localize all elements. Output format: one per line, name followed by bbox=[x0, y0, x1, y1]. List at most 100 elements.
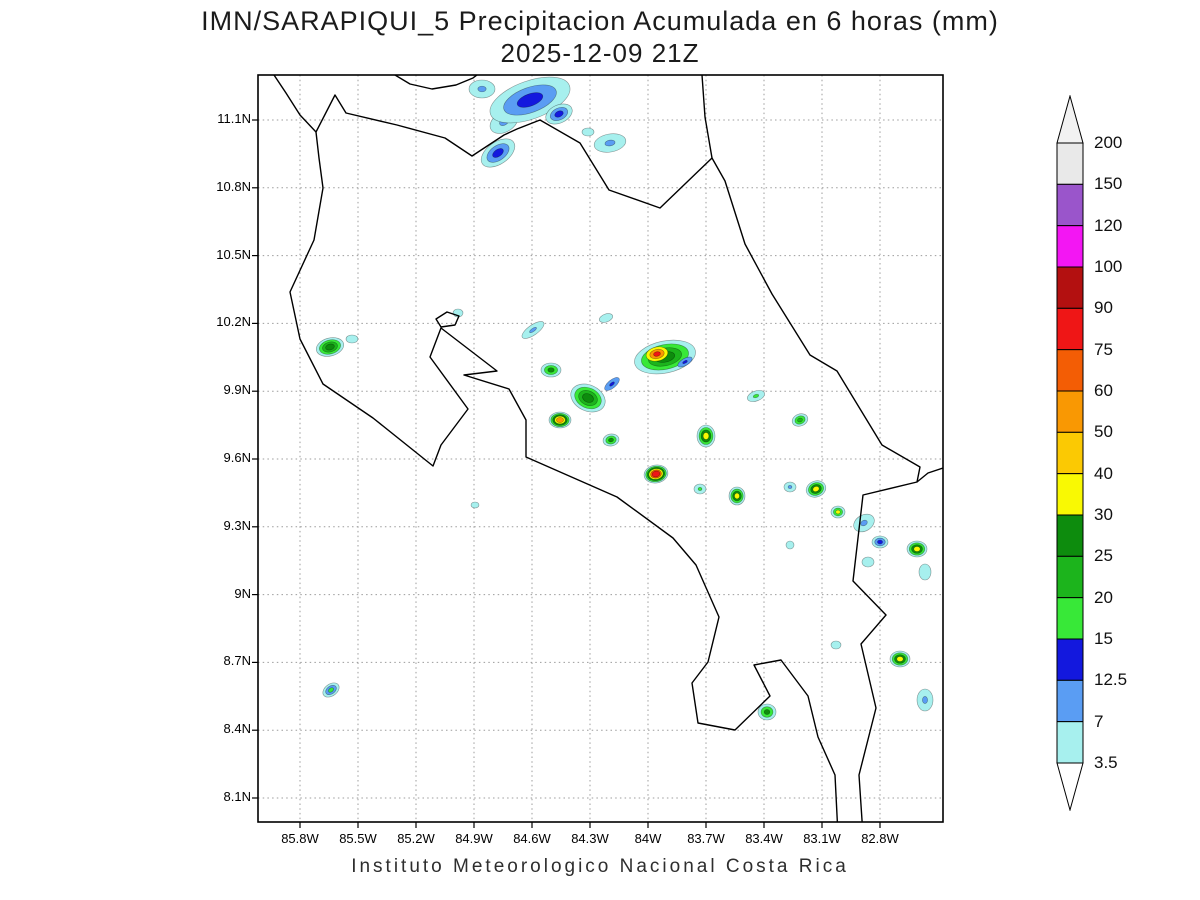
coastline-nicaragua-pacific-coast bbox=[273, 75, 317, 133]
precip-cell bbox=[651, 470, 661, 478]
lat-tick-label: 10.5N bbox=[216, 246, 251, 262]
lat-tick-label: 10.2N bbox=[216, 314, 251, 330]
colorbar-segment bbox=[1056, 349, 1084, 392]
precip-cell bbox=[861, 556, 875, 568]
colorbar-segment bbox=[1056, 721, 1084, 764]
map-canvas bbox=[252, 74, 944, 828]
precip-cell bbox=[581, 127, 595, 137]
precip-cell bbox=[516, 92, 544, 108]
precip-cell bbox=[470, 501, 480, 509]
precip-cell bbox=[529, 326, 537, 334]
precip-cell bbox=[328, 687, 334, 693]
lon-tick-label: 84.9W bbox=[455, 831, 493, 846]
lon-tick-label: 83.1W bbox=[803, 831, 841, 846]
lat-tick-label: 9N bbox=[234, 585, 251, 601]
colorbar-segment bbox=[1056, 142, 1084, 185]
precip-cell bbox=[835, 509, 841, 515]
lon-tick-label: 85.5W bbox=[339, 831, 377, 846]
precip-cell bbox=[734, 492, 740, 500]
precip-cell bbox=[913, 546, 921, 552]
lat-tick-label: 9.6N bbox=[223, 450, 251, 465]
precip-cell bbox=[812, 486, 820, 492]
lat-tick-label: 8.1N bbox=[223, 789, 251, 804]
lon-tick-label: 85.2W bbox=[397, 831, 435, 846]
lon-tick-label: 82.8W bbox=[861, 831, 899, 846]
lat-tick-label: 9.3N bbox=[223, 517, 251, 533]
colorbar-segment bbox=[1056, 266, 1084, 309]
plot-frame bbox=[257, 74, 944, 823]
colorbar-arrow-top bbox=[1056, 95, 1084, 144]
precip-cell bbox=[604, 139, 616, 147]
colorbar-tick-label: 75 bbox=[1094, 339, 1113, 359]
colorbar-segment bbox=[1056, 638, 1084, 681]
coastline-chira-island bbox=[435, 311, 460, 328]
colorbar-scale bbox=[1056, 95, 1084, 811]
coastline-panama-caribbean-coast bbox=[916, 467, 943, 483]
precip-cell bbox=[608, 437, 614, 443]
map-plot-area bbox=[238, 65, 953, 837]
colorbar-tick-label: 90 bbox=[1094, 298, 1113, 318]
precip-cell bbox=[918, 563, 932, 581]
colorbar-tick-label: 50 bbox=[1094, 422, 1113, 442]
lat-tick-label: 8.7N bbox=[223, 653, 251, 669]
colorbar-tick-label: 15 bbox=[1094, 629, 1113, 648]
colorbar-segment bbox=[1056, 555, 1084, 599]
colorbar-tick-label: 40 bbox=[1094, 463, 1113, 483]
colorbar: 200 150 120 100 90 75 60 50 40 30 25 20 15 12.5 7 3.5 bbox=[1056, 95, 1186, 815]
precip-cell bbox=[653, 351, 661, 357]
lon-tick-label: 83.4W bbox=[745, 831, 783, 846]
colorbar-segment bbox=[1056, 597, 1084, 640]
lat-tick-label: 10.8N bbox=[216, 178, 251, 194]
precip-cell bbox=[896, 656, 904, 662]
colorbar-tick-label: 30 bbox=[1094, 505, 1113, 524]
colorbar-arrow-bottom bbox=[1056, 762, 1084, 811]
precip-cell bbox=[554, 110, 564, 118]
precip-cell bbox=[787, 485, 793, 489]
precip-cell bbox=[492, 148, 504, 158]
lat-tick-label: 8.4N bbox=[223, 721, 251, 737]
precip-cell bbox=[860, 519, 868, 527]
lon-tick-label: 84.3W bbox=[571, 831, 609, 846]
precip-cell bbox=[922, 696, 928, 704]
precip-cell bbox=[763, 709, 771, 715]
lon-tick-label: 84.6W bbox=[513, 831, 551, 846]
colorbar-segment bbox=[1056, 514, 1084, 557]
chart-title-line1: IMN/SARAPIQUI_5 Precipitacion Acumulada … bbox=[201, 6, 999, 36]
precip-cell bbox=[345, 334, 359, 344]
precip-cell bbox=[797, 417, 803, 423]
precip-cell bbox=[697, 487, 703, 491]
colorbar-segment bbox=[1056, 307, 1084, 351]
colorbar-tick-label: 3.5 bbox=[1094, 753, 1118, 772]
lon-tick-label: 85.8W bbox=[281, 831, 319, 846]
colorbar-segment bbox=[1056, 679, 1084, 723]
colorbar-segment bbox=[1056, 390, 1084, 433]
precip-cell bbox=[556, 417, 564, 423]
colorbar-tick-label: 12.5 bbox=[1094, 670, 1128, 690]
precip-cell bbox=[682, 360, 688, 364]
lat-tick-label: 11.1N bbox=[217, 111, 251, 126]
colorbar-segment bbox=[1056, 431, 1084, 475]
colorbar-segment bbox=[1056, 473, 1084, 516]
colorbar-tick-label: 25 bbox=[1094, 546, 1113, 566]
footer-text: Instituto Meteorologico Nacional Costa R… bbox=[351, 856, 849, 877]
precip-cell bbox=[830, 640, 842, 650]
colorbar-tick-label: 60 bbox=[1094, 381, 1113, 400]
colorbar-tick-label: 20 bbox=[1094, 587, 1113, 607]
lat-tick-label: 9.9N bbox=[223, 382, 251, 398]
precip-cell bbox=[877, 539, 883, 545]
colorbar-segment bbox=[1056, 183, 1084, 227]
coastline-nicaragua-caribbean-coast bbox=[701, 75, 713, 159]
precip-cell bbox=[477, 85, 487, 93]
precip-cell bbox=[702, 432, 710, 440]
lon-tick-label: 84W bbox=[634, 831, 662, 846]
colorbar-tick-label: 120 bbox=[1094, 215, 1123, 235]
colorbar-segment bbox=[1056, 225, 1084, 268]
precip-cell bbox=[752, 393, 760, 399]
coastline-lake-nicaragua-shore bbox=[394, 75, 478, 90]
coastline-costa-rica-outline bbox=[289, 94, 921, 822]
colorbar-tick-label: 150 bbox=[1094, 174, 1123, 194]
colorbar-tick-label: 7 bbox=[1094, 711, 1104, 731]
colorbar-tick-label: 100 bbox=[1094, 257, 1123, 276]
precip-cell bbox=[609, 381, 615, 387]
precip-cell bbox=[325, 343, 335, 351]
